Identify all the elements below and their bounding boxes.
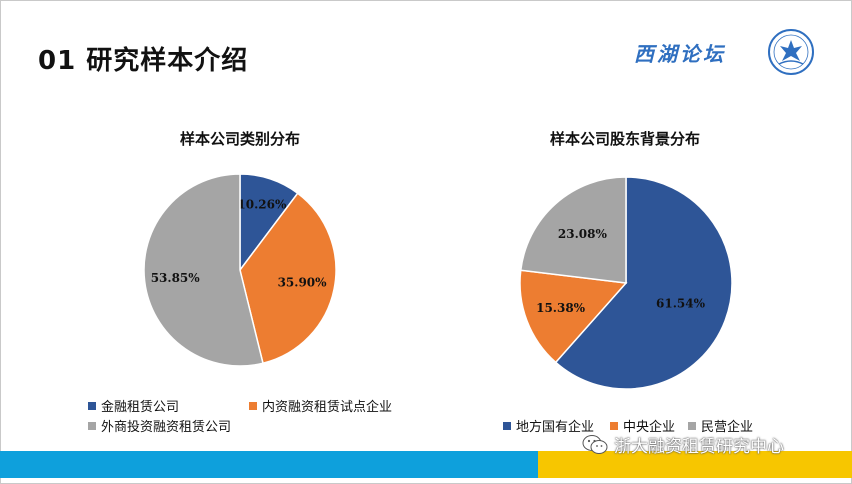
emblem-icon	[768, 29, 814, 75]
data-label: 10.26%	[237, 197, 287, 211]
legend-label: 地方国有企业	[516, 420, 595, 435]
data-label: 35.90%	[278, 276, 328, 290]
data-label: 61.54%	[656, 297, 706, 311]
legend-item: 外商投资融资租赁公司	[88, 416, 231, 435]
footer-bar-blue	[0, 451, 538, 478]
legend-swatch	[249, 401, 257, 410]
data-label: 53.85%	[151, 271, 201, 285]
legend-item: 民营企业	[688, 416, 753, 435]
footer-bar-yellow	[538, 451, 852, 478]
legend-item: 中央企业	[610, 416, 675, 435]
forum-logo: 西湖论坛	[634, 42, 726, 66]
legend-item: 地方国有企业	[503, 416, 594, 435]
legend-item: 金融租赁公司	[88, 396, 179, 415]
legend-label: 中央企业	[623, 420, 676, 435]
pie-slice	[519, 269, 628, 364]
legend-swatch	[88, 421, 96, 430]
pie-slice	[519, 176, 627, 284]
legend-swatch	[503, 421, 511, 430]
chart-title-shareholder: 样本公司股东背景分布	[549, 130, 700, 148]
data-label: 23.08%	[558, 227, 608, 241]
data-label: 15.38%	[536, 301, 586, 315]
legend-label: 内资融资租赁试点企业	[262, 400, 393, 415]
legend-item: 内资融资租赁试点企业	[249, 396, 392, 415]
watermark-text: 浙大融资租赁研究中心	[614, 437, 784, 457]
legend-swatch	[88, 401, 96, 410]
legend-label: 民营企业	[701, 420, 754, 435]
legend-swatch	[688, 421, 696, 430]
page-title: 01 研究样本介绍	[38, 46, 249, 76]
watermark: 浙大融资租赁研究中心	[582, 432, 784, 457]
pie-slice	[554, 176, 733, 390]
legend-swatch	[610, 421, 618, 430]
legend-label: 金融租赁公司	[101, 400, 180, 415]
chart-title-category: 样本公司类别分布	[179, 130, 300, 148]
wechat-icon	[582, 434, 608, 454]
legend-label: 外商投资融资租赁公司	[101, 420, 232, 435]
pie-slice	[143, 173, 264, 367]
pie-slice	[239, 192, 337, 365]
